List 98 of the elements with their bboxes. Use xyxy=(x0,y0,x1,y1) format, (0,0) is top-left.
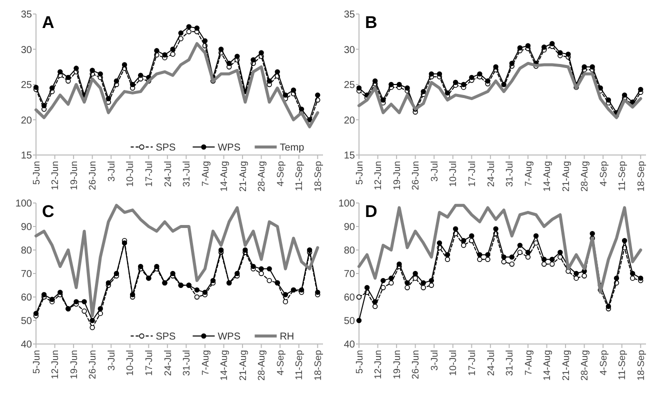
x-tick-label: 18-Sep xyxy=(636,161,647,192)
x-tick-label: 7-Aug xyxy=(523,161,534,186)
chart-title: B xyxy=(365,13,378,32)
x-tick-label: 21-Aug xyxy=(238,161,249,192)
x-tick-label: 3-Jul xyxy=(106,350,118,371)
y-tick-label: 50 xyxy=(20,316,32,327)
x-tick-label: 11-Sep xyxy=(294,161,306,191)
x-tick-label: 24-Jul xyxy=(486,161,497,187)
x-tick-label: 4-Sep xyxy=(598,350,610,376)
x-tick-label: 10-Jul xyxy=(448,350,460,376)
x-tick-label: 31-Jul xyxy=(182,350,193,376)
x-tick-label: 31-Jul xyxy=(182,161,193,187)
y-tick-label: 60 xyxy=(344,292,356,304)
y-tick-label: 70 xyxy=(20,269,32,280)
x-tick-label: 10-Jul xyxy=(448,161,460,187)
x-tick-label: 17-Jul xyxy=(144,161,155,187)
x-tick-label: 19-Jun xyxy=(392,161,403,190)
y-tick-label: 35 xyxy=(344,10,356,20)
x-tick-label: 24-Jul xyxy=(162,350,174,376)
x-tick-label: 24-Jul xyxy=(486,350,497,376)
x-tick-label: 28-Aug xyxy=(580,350,591,381)
x-tick-label: 26-Jun xyxy=(410,161,422,190)
x-tick-label: 3-Jul xyxy=(429,161,440,182)
x-tick-label: 24-Jul xyxy=(162,161,174,187)
y-tick-label: 50 xyxy=(344,316,356,327)
x-tick-label: 14-Aug xyxy=(542,350,554,381)
x-tick-label: 4-Sep xyxy=(275,161,286,186)
y-tick-label: 25 xyxy=(344,80,356,91)
x-tick-label: 19-Jun xyxy=(68,161,80,190)
y-tick-label: 100 xyxy=(338,198,356,210)
x-tick-label: 7-Aug xyxy=(200,350,212,376)
x-tick-label: 5-Jun xyxy=(354,161,366,185)
y-tick-label: 15 xyxy=(344,150,356,162)
legend-label: RH xyxy=(280,332,294,342)
x-tick-label: 21-Aug xyxy=(560,161,572,192)
legend-label: WPS xyxy=(218,332,241,342)
y-tick-label: 40 xyxy=(344,340,356,350)
x-tick-label: 31-Jul xyxy=(504,161,516,187)
y-tick-label: 15 xyxy=(20,150,32,162)
x-tick-label: 28-Aug xyxy=(256,350,268,381)
x-tick-label: 31-Jul xyxy=(504,350,516,376)
legend-label: SPS xyxy=(156,142,176,154)
y-tick-label: 25 xyxy=(20,80,32,91)
x-tick-label: 12-Jun xyxy=(373,161,384,190)
x-tick-label: 26-Jun xyxy=(88,350,99,380)
chart-title: D xyxy=(365,202,378,221)
x-tick-label: 26-Jun xyxy=(88,161,99,190)
chart-title: C xyxy=(42,202,54,221)
y-tick-label: 35 xyxy=(20,10,32,20)
x-tick-label: 7-Aug xyxy=(523,350,534,376)
x-tick-label: 4-Sep xyxy=(275,350,286,376)
legend-label: SPS xyxy=(156,332,176,342)
y-tick-label: 90 xyxy=(20,222,32,233)
y-tick-label: 30 xyxy=(20,44,32,56)
x-tick-label: 3-Jul xyxy=(429,350,440,371)
x-tick-label: 17-Jul xyxy=(144,350,155,376)
x-tick-label: 12-Jun xyxy=(373,350,384,380)
y-tick-label: 30 xyxy=(344,44,356,56)
y-tick-label: 40 xyxy=(20,340,32,350)
x-tick-label: 18-Sep xyxy=(636,350,647,381)
x-tick-label: 7-Aug xyxy=(200,161,212,186)
x-tick-label: 17-Jul xyxy=(466,350,478,376)
x-tick-label: 18-Sep xyxy=(312,350,324,381)
x-tick-label: 5-Jun xyxy=(354,350,366,374)
legend-label: Temp xyxy=(280,142,305,154)
x-tick-label: 4-Sep xyxy=(598,161,610,186)
chart-title: A xyxy=(42,13,54,32)
x-tick-label: 19-Jun xyxy=(68,350,80,380)
x-tick-label: 18-Sep xyxy=(312,161,324,192)
x-tick-label: 11-Sep xyxy=(617,161,628,191)
x-tick-label: 12-Jun xyxy=(50,350,62,380)
x-tick-label: 10-Jul xyxy=(125,350,136,376)
y-tick-label: 20 xyxy=(20,115,32,126)
x-tick-label: 28-Aug xyxy=(580,161,591,192)
x-tick-label: 19-Jun xyxy=(392,350,403,380)
x-tick-label: 11-Sep xyxy=(617,350,628,380)
x-tick-label: 5-Jun xyxy=(31,161,42,185)
x-tick-label: 10-Jul xyxy=(125,161,136,187)
x-tick-label: 26-Jun xyxy=(410,350,422,380)
x-tick-label: 17-Jul xyxy=(466,161,478,187)
x-tick-label: 21-Aug xyxy=(560,350,572,381)
y-tick-label: 100 xyxy=(15,198,32,210)
x-tick-label: 12-Jun xyxy=(50,161,62,190)
x-tick-label: 3-Jul xyxy=(106,161,118,182)
x-tick-label: 11-Sep xyxy=(294,350,306,380)
x-tick-label: 14-Aug xyxy=(219,161,230,192)
x-tick-label: 14-Aug xyxy=(219,350,230,381)
y-tick-label: 80 xyxy=(344,246,356,256)
x-tick-label: 5-Jun xyxy=(31,350,42,374)
y-tick-label: 60 xyxy=(20,292,32,304)
x-tick-label: 14-Aug xyxy=(542,161,554,192)
x-tick-label: 28-Aug xyxy=(256,161,268,192)
legend-label: WPS xyxy=(218,142,241,154)
x-tick-label: 21-Aug xyxy=(238,350,249,381)
y-tick-label: 70 xyxy=(344,269,356,280)
y-tick-label: 80 xyxy=(20,246,32,256)
y-tick-label: 90 xyxy=(344,222,356,233)
y-tick-label: 20 xyxy=(344,115,356,126)
